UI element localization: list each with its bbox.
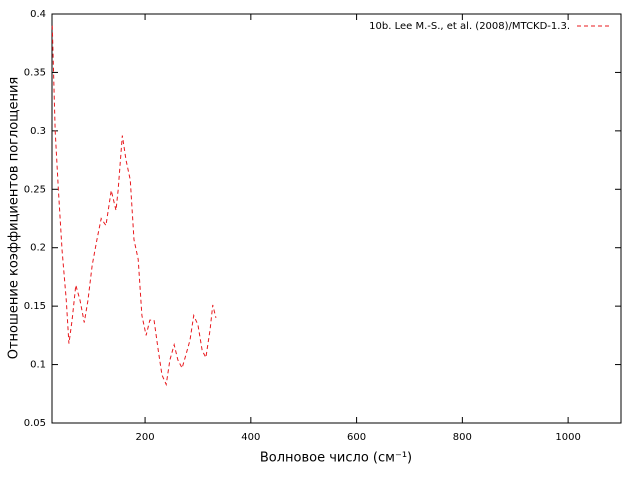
plot-frame [51, 13, 622, 424]
y-tick-label: 0.2 [30, 243, 46, 254]
x-tick-label: 800 [453, 432, 472, 443]
y-tick-label: 0.4 [30, 9, 46, 20]
y-tick-label: 0.1 [30, 360, 46, 371]
x-tick-label: 400 [241, 432, 260, 443]
x-tick-label: 600 [347, 432, 366, 443]
x-tick-label: 200 [136, 432, 155, 443]
y-axis-label: Отношение коэффициентов поглощения [7, 77, 22, 360]
y-tick-label: 0.25 [24, 184, 46, 195]
y-tick-label: 0.05 [24, 418, 46, 429]
x-tick-label: 1000 [555, 432, 580, 443]
legend-label: 10b. Lee M.-S., et al. (2008)/MTCKD-1.3. [369, 21, 570, 32]
data-line [51, 25, 217, 387]
y-tick-label: 0.35 [24, 67, 46, 78]
y-tick-label: 0.3 [30, 126, 46, 137]
y-tick-label: 0.15 [24, 301, 46, 312]
x-axis-label: Волновое число (см⁻¹) [260, 451, 412, 466]
